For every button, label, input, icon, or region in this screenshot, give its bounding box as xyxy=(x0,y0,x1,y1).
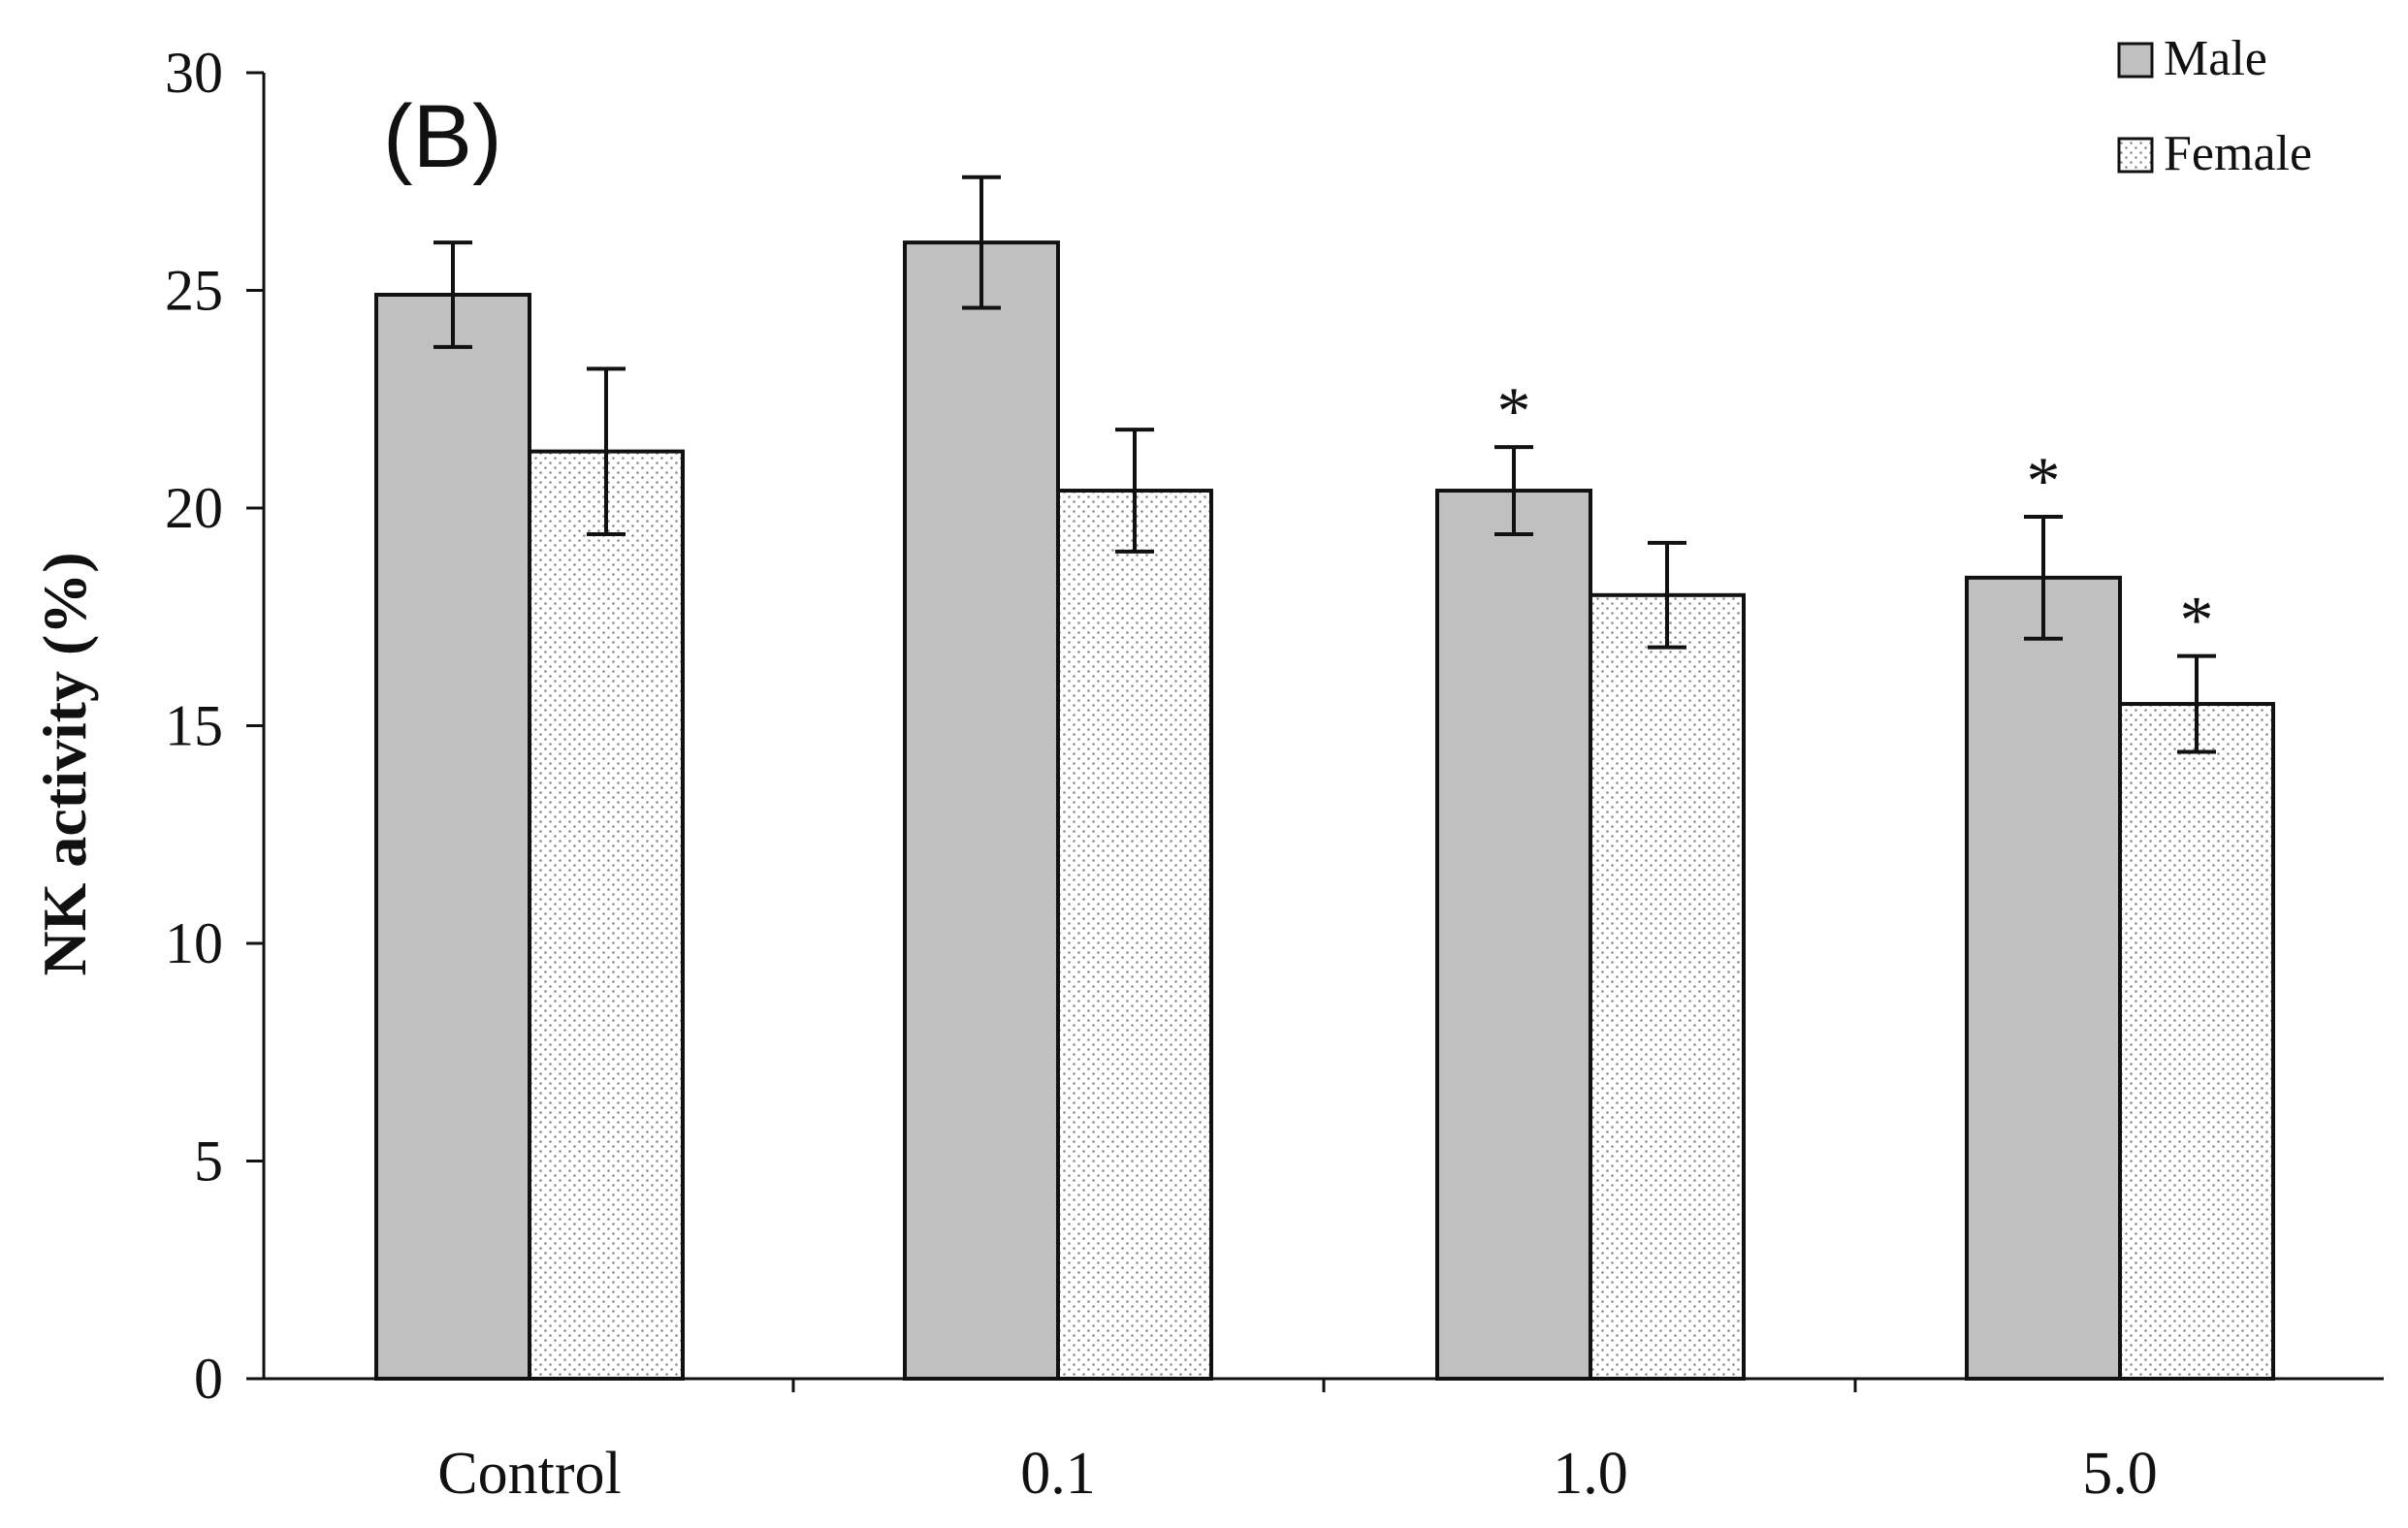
bar-male-0 xyxy=(374,292,531,1381)
plot-area: 0 5 10 15 20 25 30 Control 0.1 1.0 5.0 * * * xyxy=(165,41,2384,1507)
bar-female-2 xyxy=(1589,592,1746,1381)
y-tick-label: 30 xyxy=(165,41,223,105)
legend-swatch-female xyxy=(2117,137,2154,174)
legend-swatch-male xyxy=(2117,42,2154,79)
bar-male-3 xyxy=(1965,575,2122,1381)
significance-marker: * xyxy=(2027,444,2061,519)
panel-label: (B) xyxy=(383,87,502,186)
y-tick-label: 10 xyxy=(165,911,223,975)
x-tick-label: 0.1 xyxy=(1020,1441,1096,1507)
bar-female-3 xyxy=(2118,702,2275,1381)
y-tick-label: 15 xyxy=(165,694,223,758)
y-tick-label: 5 xyxy=(194,1130,223,1194)
bar-male-1 xyxy=(903,240,1060,1382)
legend-label-female: Female xyxy=(2164,126,2312,181)
y-tick-label: 20 xyxy=(165,476,223,540)
y-tick-label: 25 xyxy=(165,259,223,323)
significance-marker: * xyxy=(1497,374,1531,449)
y-axis-label: NK activity (%) xyxy=(30,552,99,975)
y-tick-label: 0 xyxy=(194,1347,223,1411)
x-tick-label: 1.0 xyxy=(1553,1441,1628,1507)
x-tick-label: Control xyxy=(437,1441,621,1507)
significance-marker: * xyxy=(2180,584,2214,658)
bar-female-1 xyxy=(1056,489,1213,1382)
legend-label-male: Male xyxy=(2164,31,2267,86)
bar-female-0 xyxy=(528,449,685,1381)
bar-male-2 xyxy=(1435,489,1592,1382)
legend: Male Female xyxy=(2117,31,2312,181)
x-tick-label: 5.0 xyxy=(2082,1441,2158,1507)
